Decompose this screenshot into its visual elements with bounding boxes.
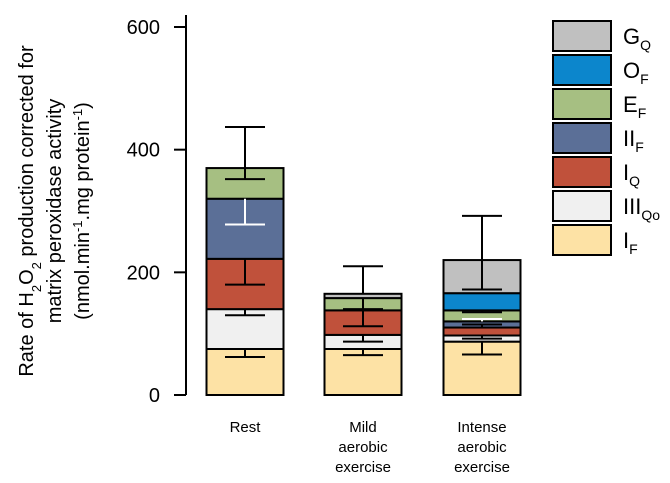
legend-item: IF [552, 224, 638, 257]
y-tick-label: 400 [127, 140, 160, 162]
error-bar [343, 334, 383, 343]
legend-swatch [552, 122, 612, 154]
error-bar [462, 335, 502, 340]
bar-segment-if [323, 348, 403, 396]
error-bar [225, 349, 265, 358]
legend-item: IIIQo [552, 190, 660, 223]
legend-item: OF [552, 54, 649, 87]
legend-label: EF [623, 92, 646, 121]
error-bar [225, 168, 265, 181]
legend-label: IF [623, 228, 638, 257]
legend-label: IQ [623, 160, 640, 189]
error-bar [225, 309, 265, 317]
error-bar [225, 258, 265, 286]
error-bar [462, 260, 502, 291]
category-label: Mild [349, 419, 377, 436]
error-bar [225, 198, 265, 226]
total-error-bar [343, 265, 383, 294]
y-axis-title-line: (nmol.min-1.mg protein-1) [70, 102, 95, 320]
error-bar [462, 317, 502, 322]
y-axis-title: Rate of H2O2 production corrected for mat… [16, 45, 94, 377]
error-bar [343, 349, 383, 357]
y-axis-title-line: matrix peroxidase activity [44, 99, 66, 324]
x-axis-category-labels: Rest Mild aerobic exercise Intense aerobic exe… [230, 419, 510, 476]
legend-item: GQ [552, 20, 651, 53]
y-tick-label: 200 [127, 262, 160, 284]
bar-segment-of [442, 292, 522, 312]
legend-item: EF [552, 88, 646, 121]
category-label: Intense [457, 419, 506, 436]
legend-swatch [552, 88, 612, 120]
category-label: aerobic [457, 439, 507, 456]
legend-label: IIIQo [623, 194, 660, 223]
bar-segment-iq [442, 326, 522, 337]
legend-item: IQ [552, 156, 640, 189]
legend-swatch [552, 156, 612, 188]
y-tick-label: 600 [127, 17, 160, 39]
bar-segment-iif [205, 197, 285, 260]
category-label: exercise [335, 459, 391, 476]
error-bar [343, 298, 383, 311]
error-bars-layer [225, 125, 502, 358]
total-error-bar [462, 214, 502, 261]
category-label: exercise [454, 459, 510, 476]
y-tick-label: 0 [149, 385, 160, 407]
y-axis: 0 200 400 600 [127, 15, 187, 407]
legend-swatch [552, 224, 612, 256]
legend-item: IIF [552, 122, 644, 155]
total-error-bar [225, 125, 265, 169]
legend: GQ OF EF IIF IQ IIIQo IF [552, 20, 660, 257]
error-bar [462, 341, 502, 356]
category-label: aerobic [338, 439, 388, 456]
legend-swatch [552, 190, 612, 222]
bars-layer [205, 167, 522, 397]
error-bar [462, 310, 502, 314]
legend-swatch [552, 54, 612, 86]
y-axis-title-line: Rate of H2O2 production corrected for [16, 45, 44, 377]
legend-label: GQ [623, 24, 651, 53]
legend-label: OF [623, 58, 649, 87]
category-label: Rest [230, 419, 262, 436]
legend-swatch [552, 20, 612, 52]
bar-segment-gq [323, 292, 403, 300]
error-bar [343, 310, 383, 328]
legend-label: IIF [623, 126, 644, 155]
error-bar [462, 323, 502, 328]
